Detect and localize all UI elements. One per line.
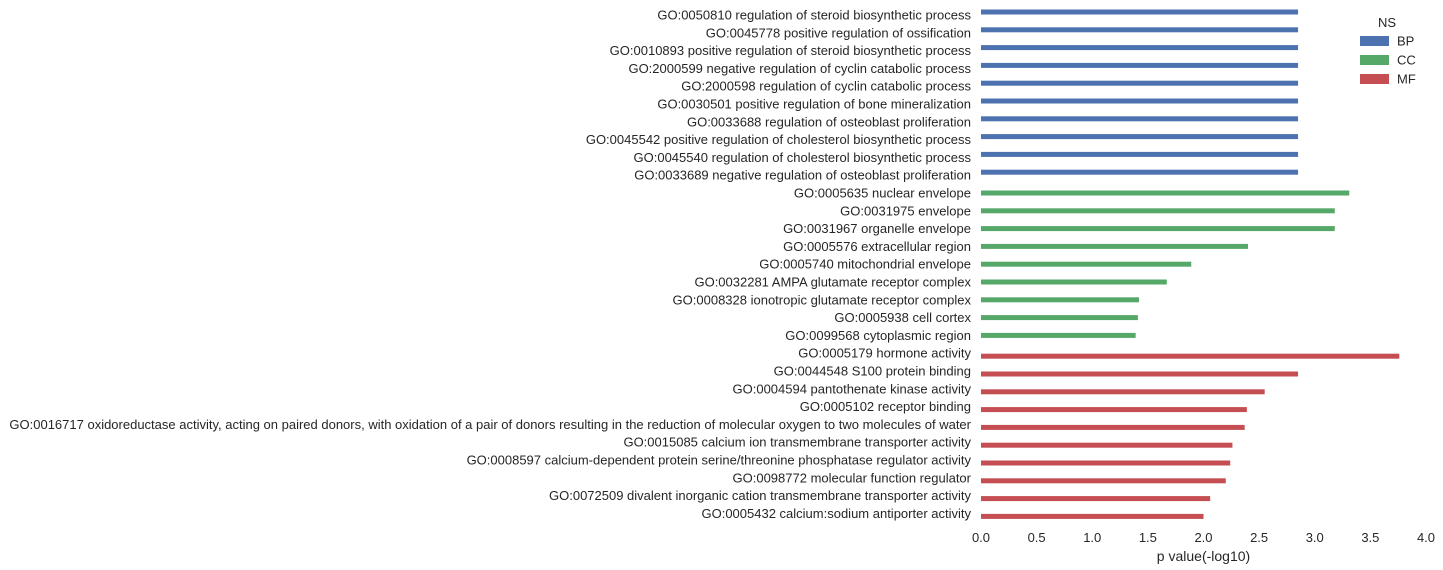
category-label: GO:0045542 positive regulation of choles… bbox=[586, 132, 972, 147]
bar-cc bbox=[981, 261, 1192, 267]
category-label: GO:0005102 receptor binding bbox=[800, 399, 971, 414]
x-axis-title: p value(-log10) bbox=[1157, 548, 1250, 564]
bar-bp bbox=[981, 98, 1299, 104]
bar-mf bbox=[981, 442, 1233, 448]
category-label: GO:0033689 negative regulation of osteob… bbox=[634, 168, 971, 183]
x-tick-label: 0.5 bbox=[1028, 530, 1046, 545]
category-label: GO:0072509 divalent inorganic cation tra… bbox=[549, 488, 971, 503]
category-label: GO:0033688 regulation of osteoblast prol… bbox=[687, 114, 971, 129]
x-tick-label: 0.0 bbox=[972, 530, 990, 545]
bar-bp bbox=[981, 134, 1299, 140]
category-label: GO:0005938 cell cortex bbox=[834, 310, 971, 325]
category-label: GO:0098772 molecular function regulator bbox=[733, 470, 972, 485]
category-label: GO:0015085 calcium ion transmembrane tra… bbox=[623, 435, 971, 450]
category-label: GO:2000598 regulation of cyclin cataboli… bbox=[681, 79, 971, 94]
category-label: GO:0005432 calcium:sodium antiporter act… bbox=[701, 506, 971, 521]
legend-label-mf: MF bbox=[1397, 72, 1416, 87]
x-tick-label: 3.5 bbox=[1361, 530, 1379, 545]
category-label: GO:0030501 positive regulation of bone m… bbox=[657, 97, 971, 112]
category-label: GO:0005635 nuclear envelope bbox=[794, 186, 971, 201]
category-label: GO:0005179 hormone activity bbox=[798, 346, 971, 361]
bars-group bbox=[981, 9, 1400, 519]
bar-bp bbox=[981, 116, 1299, 122]
bar-cc bbox=[981, 243, 1248, 249]
x-axis-ticks-group: 0.0 0.5 1.0 1.5 2.0 2.5 3.0 3.5 4.0 bbox=[972, 530, 1435, 545]
bar-bp bbox=[981, 62, 1299, 68]
bar-mf bbox=[981, 424, 1245, 430]
bar-cc bbox=[981, 190, 1350, 196]
bar-mf bbox=[981, 478, 1226, 484]
x-tick-label: 1.0 bbox=[1083, 530, 1101, 545]
category-label: GO:0099568 cytoplasmic region bbox=[785, 328, 971, 343]
bar-cc bbox=[981, 226, 1335, 232]
category-label: GO:0031967 organelle envelope bbox=[783, 221, 971, 236]
bar-mf bbox=[981, 460, 1231, 466]
category-label: GO:0005576 extracellular region bbox=[783, 239, 971, 254]
category-label: GO:0016717 oxidoreductase activity, acti… bbox=[9, 417, 971, 432]
bar-bp bbox=[981, 169, 1299, 175]
bar-mf bbox=[981, 353, 1400, 359]
legend-label-bp: BP bbox=[1397, 34, 1414, 49]
x-tick-label: 2.5 bbox=[1250, 530, 1268, 545]
bar-bp bbox=[981, 27, 1299, 33]
category-label: GO:2000599 negative regulation of cyclin… bbox=[628, 61, 971, 76]
category-label: GO:0004594 pantothenate kinase activity bbox=[733, 381, 972, 396]
legend-label-cc: CC bbox=[1397, 53, 1416, 68]
x-tick-label: 2.0 bbox=[1194, 530, 1212, 545]
legend: NS BP CC MF bbox=[1360, 15, 1416, 87]
bar-mf bbox=[981, 389, 1265, 395]
legend-swatch-cc bbox=[1360, 55, 1389, 65]
category-label: GO:0005740 mitochondrial envelope bbox=[759, 257, 971, 272]
x-tick-label: 1.5 bbox=[1139, 530, 1157, 545]
category-label: GO:0008597 calcium-dependent protein ser… bbox=[467, 453, 972, 468]
category-label: GO:0010893 positive regulation of steroi… bbox=[610, 43, 972, 58]
category-label: GO:0045540 regulation of cholesterol bio… bbox=[634, 150, 972, 165]
legend-title: NS bbox=[1378, 15, 1396, 30]
category-label: GO:0031975 envelope bbox=[840, 203, 971, 218]
x-tick-label: 3.0 bbox=[1306, 530, 1324, 545]
legend-swatch-bp bbox=[1360, 36, 1389, 46]
legend-swatch-mf bbox=[1360, 74, 1389, 84]
bar-cc bbox=[981, 208, 1335, 214]
category-labels-group: GO:0050810 regulation of steroid biosynt… bbox=[9, 8, 971, 521]
bar-mf bbox=[981, 407, 1247, 413]
category-label: GO:0050810 regulation of steroid biosynt… bbox=[657, 8, 971, 23]
bar-cc bbox=[981, 279, 1167, 285]
bar-mf bbox=[981, 513, 1204, 519]
category-label: GO:0045778 positive regulation of ossifi… bbox=[706, 25, 971, 40]
category-label: GO:0008328 ionotropic glutamate receptor… bbox=[673, 292, 972, 307]
bar-bp bbox=[981, 45, 1299, 51]
bar-bp bbox=[981, 151, 1299, 157]
bar-mf bbox=[981, 496, 1211, 502]
category-label: GO:0044548 S100 protein binding bbox=[774, 364, 971, 379]
x-tick-label: 4.0 bbox=[1417, 530, 1435, 545]
bar-cc bbox=[981, 315, 1138, 321]
bar-cc bbox=[981, 297, 1139, 303]
bar-cc bbox=[981, 332, 1136, 338]
category-label: GO:0032281 AMPA glutamate receptor compl… bbox=[694, 275, 971, 290]
bar-mf bbox=[981, 371, 1299, 377]
bar-bp bbox=[981, 80, 1299, 86]
bar-bp bbox=[981, 9, 1299, 15]
